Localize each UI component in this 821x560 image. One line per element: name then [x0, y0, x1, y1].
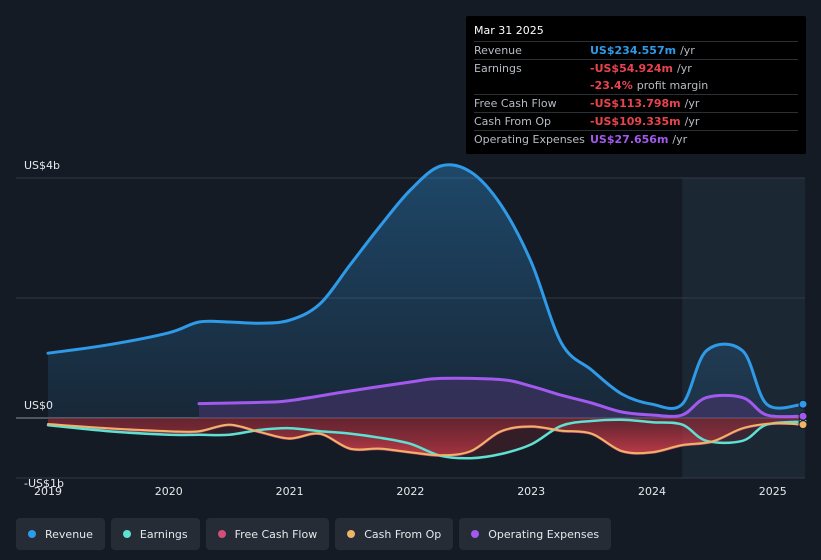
legend-item-operating-expenses[interactable]: Operating Expenses	[459, 518, 612, 550]
x-tick-label: 2024	[638, 485, 666, 498]
legend-dot-icon	[347, 530, 356, 538]
tooltip-row-value: -US$54.924m	[590, 62, 673, 75]
x-tick-label: 2025	[759, 485, 787, 498]
legend-label: Cash From Op	[364, 527, 442, 541]
legend-item-revenue[interactable]: Revenue	[16, 518, 105, 550]
x-tick-label: 2019	[34, 485, 62, 498]
operating-expenses-line	[197, 376, 805, 419]
tooltip-row-unit: /yr	[684, 97, 700, 110]
tooltip-row: Earnings -US$54.924m/yr	[474, 59, 798, 77]
legend-item-cash-from-op[interactable]: Cash From Op	[335, 518, 454, 550]
operating-expenses-area	[199, 378, 803, 418]
legend-dot-icon	[217, 530, 226, 538]
legend-item-earnings[interactable]: Earnings	[110, 518, 200, 550]
cash-from-op-end-point	[798, 420, 808, 430]
tooltip-row: -23.4% profit margin	[474, 77, 798, 94]
y-tick-label: US$4b	[24, 159, 60, 172]
x-tick-label: 2023	[517, 485, 545, 498]
legend-dot-icon	[122, 530, 131, 538]
tooltip-row-label: Operating Expenses	[474, 133, 585, 146]
tooltip-row-unit: /yr	[676, 62, 692, 75]
legend-item-free-cash-flow[interactable]: Free Cash Flow	[205, 518, 330, 550]
tooltip-row-unit: /yr	[672, 133, 688, 146]
tooltip-row-unit: /yr	[680, 44, 695, 57]
tooltip-row: Operating Expenses US$27.656m/yr	[474, 130, 798, 148]
tooltip-date: Mar 31 2025	[474, 24, 544, 37]
tooltip-row-value: -23.4%	[590, 79, 633, 92]
tooltip-row-value: -US$109.335m	[590, 115, 681, 128]
tooltip-row-label: Revenue	[474, 44, 522, 57]
tooltip-row: Cash From Op -US$109.335m/yr	[474, 112, 798, 130]
x-tick-label: 2020	[155, 485, 183, 498]
earnings-line	[46, 418, 805, 460]
y-tick-label: -US$1b	[24, 477, 64, 490]
legend-dot-icon	[28, 530, 36, 538]
legend-label: Operating Expenses	[488, 527, 600, 541]
x-tick-label: 2021	[276, 485, 304, 498]
legend-label: Revenue	[45, 527, 93, 541]
y-tick-label: US$0	[24, 399, 53, 412]
tooltip-row-label: Free Cash Flow	[474, 97, 557, 110]
operating-expenses-end-point	[798, 411, 808, 421]
tooltip-row-value: US$234.557m	[590, 44, 677, 57]
tooltip-row: Revenue US$234.557m/yr	[474, 41, 798, 59]
x-tick-label: 2022	[396, 485, 424, 498]
legend-label: Free Cash Flow	[234, 527, 318, 541]
tooltip-row-unit: /yr	[684, 115, 700, 128]
tooltip-row-value: US$27.656m	[590, 133, 669, 146]
revenue-area	[48, 164, 803, 418]
revenue-end-point	[798, 399, 808, 409]
tooltip-panel: Mar 31 2025 Revenue US$234.557m/yr Earning…	[466, 16, 806, 154]
cash-from-op-line	[47, 422, 804, 457]
tooltip-row-value: -US$113.798m	[590, 97, 681, 110]
legend-label: Earnings	[139, 527, 188, 541]
tooltip-row-label: Cash From Op	[474, 115, 552, 128]
tooltip-row-label: Earnings	[474, 62, 522, 75]
earnings-area	[48, 418, 803, 459]
tooltip-row-unit: profit margin	[636, 79, 709, 92]
legend: Revenue Earnings Free Cash Flow Cash From O…	[16, 518, 612, 550]
legend-dot-icon	[471, 530, 480, 538]
revenue-line	[46, 163, 805, 411]
tooltip-row: Free Cash Flow -US$113.798m/yr	[474, 94, 798, 112]
